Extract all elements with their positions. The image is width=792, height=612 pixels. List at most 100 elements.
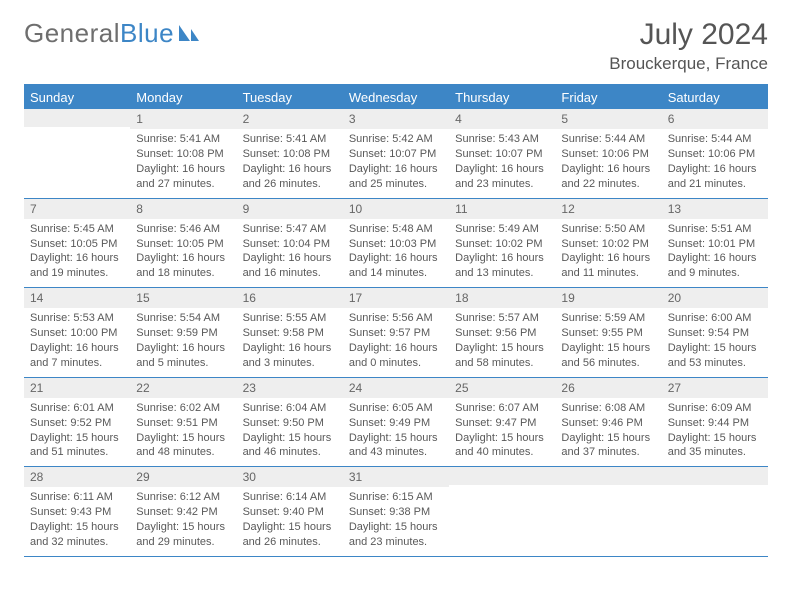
day-number <box>555 467 661 485</box>
day-content: Sunrise: 6:02 AMSunset: 9:51 PMDaylight:… <box>130 398 236 466</box>
week-row: 28Sunrise: 6:11 AMSunset: 9:43 PMDayligh… <box>24 467 768 557</box>
day-number <box>24 109 130 127</box>
daylight-text: and 27 minutes. <box>136 177 230 192</box>
day-content: Sunrise: 5:57 AMSunset: 9:56 PMDaylight:… <box>449 308 555 376</box>
sunset-text: Sunset: 10:07 PM <box>349 147 443 162</box>
day-content: Sunrise: 6:04 AMSunset: 9:50 PMDaylight:… <box>237 398 343 466</box>
sunset-text: Sunset: 9:46 PM <box>561 416 655 431</box>
calendar-cell: 7Sunrise: 5:45 AMSunset: 10:05 PMDayligh… <box>24 199 130 288</box>
sunrise-text: Sunrise: 5:54 AM <box>136 311 230 326</box>
day-content: Sunrise: 5:42 AMSunset: 10:07 PMDaylight… <box>343 129 449 197</box>
daylight-text: Daylight: 16 hours <box>136 251 230 266</box>
sunrise-text: Sunrise: 5:41 AM <box>243 132 337 147</box>
sunset-text: Sunset: 10:02 PM <box>455 237 549 252</box>
sunset-text: Sunset: 9:56 PM <box>455 326 549 341</box>
day-number: 3 <box>343 109 449 129</box>
day-content: Sunrise: 5:45 AMSunset: 10:05 PMDaylight… <box>24 219 130 287</box>
sunrise-text: Sunrise: 6:05 AM <box>349 401 443 416</box>
day-number: 24 <box>343 378 449 398</box>
daylight-text: and 11 minutes. <box>561 266 655 281</box>
sunrise-text: Sunrise: 6:14 AM <box>243 490 337 505</box>
week-row: 21Sunrise: 6:01 AMSunset: 9:52 PMDayligh… <box>24 378 768 468</box>
sunrise-text: Sunrise: 5:44 AM <box>668 132 762 147</box>
calendar-cell: 9Sunrise: 5:47 AMSunset: 10:04 PMDayligh… <box>237 199 343 288</box>
sunset-text: Sunset: 9:42 PM <box>136 505 230 520</box>
sunset-text: Sunset: 10:07 PM <box>455 147 549 162</box>
sunrise-text: Sunrise: 5:48 AM <box>349 222 443 237</box>
day-content: Sunrise: 5:41 AMSunset: 10:08 PMDaylight… <box>237 129 343 197</box>
daylight-text: Daylight: 16 hours <box>455 251 549 266</box>
daylight-text: and 22 minutes. <box>561 177 655 192</box>
sunrise-text: Sunrise: 5:57 AM <box>455 311 549 326</box>
calendar-cell: 23Sunrise: 6:04 AMSunset: 9:50 PMDayligh… <box>237 378 343 467</box>
day-content: Sunrise: 6:11 AMSunset: 9:43 PMDaylight:… <box>24 487 130 555</box>
calendar-cell <box>555 467 661 556</box>
day-number: 11 <box>449 199 555 219</box>
day-number: 21 <box>24 378 130 398</box>
day-header: Monday <box>130 86 236 109</box>
sunrise-text: Sunrise: 6:00 AM <box>668 311 762 326</box>
daylight-text: Daylight: 15 hours <box>349 431 443 446</box>
day-header: Tuesday <box>237 86 343 109</box>
calendar-cell: 18Sunrise: 5:57 AMSunset: 9:56 PMDayligh… <box>449 288 555 377</box>
logo-text-general: General <box>24 18 120 49</box>
calendar-cell: 15Sunrise: 5:54 AMSunset: 9:59 PMDayligh… <box>130 288 236 377</box>
day-number <box>449 467 555 485</box>
sunrise-text: Sunrise: 6:08 AM <box>561 401 655 416</box>
sunrise-text: Sunrise: 5:59 AM <box>561 311 655 326</box>
sunrise-text: Sunrise: 6:11 AM <box>30 490 124 505</box>
day-number: 16 <box>237 288 343 308</box>
calendar-cell <box>662 467 768 556</box>
day-number: 8 <box>130 199 236 219</box>
daylight-text: Daylight: 16 hours <box>243 251 337 266</box>
day-number: 15 <box>130 288 236 308</box>
logo: GeneralBlue <box>24 18 201 49</box>
calendar-cell: 13Sunrise: 5:51 AMSunset: 10:01 PMDaylig… <box>662 199 768 288</box>
sunrise-text: Sunrise: 5:56 AM <box>349 311 443 326</box>
sunrise-text: Sunrise: 6:02 AM <box>136 401 230 416</box>
calendar-cell: 4Sunrise: 5:43 AMSunset: 10:07 PMDayligh… <box>449 109 555 198</box>
daylight-text: Daylight: 15 hours <box>561 341 655 356</box>
daylight-text: and 26 minutes. <box>243 535 337 550</box>
sunset-text: Sunset: 10:02 PM <box>561 237 655 252</box>
sunrise-text: Sunrise: 6:01 AM <box>30 401 124 416</box>
calendar-cell: 28Sunrise: 6:11 AMSunset: 9:43 PMDayligh… <box>24 467 130 556</box>
calendar-cell: 30Sunrise: 6:14 AMSunset: 9:40 PMDayligh… <box>237 467 343 556</box>
calendar-cell: 8Sunrise: 5:46 AMSunset: 10:05 PMDayligh… <box>130 199 236 288</box>
daylight-text: and 46 minutes. <box>243 445 337 460</box>
day-number: 10 <box>343 199 449 219</box>
sunrise-text: Sunrise: 6:12 AM <box>136 490 230 505</box>
daylight-text: and 0 minutes. <box>349 356 443 371</box>
calendar-cell: 5Sunrise: 5:44 AMSunset: 10:06 PMDayligh… <box>555 109 661 198</box>
sunrise-text: Sunrise: 5:47 AM <box>243 222 337 237</box>
daylight-text: Daylight: 16 hours <box>455 162 549 177</box>
daylight-text: and 16 minutes. <box>243 266 337 281</box>
daylight-text: and 58 minutes. <box>455 356 549 371</box>
sunrise-text: Sunrise: 5:50 AM <box>561 222 655 237</box>
sunrise-text: Sunrise: 6:15 AM <box>349 490 443 505</box>
sunset-text: Sunset: 9:44 PM <box>668 416 762 431</box>
day-content: Sunrise: 6:07 AMSunset: 9:47 PMDaylight:… <box>449 398 555 466</box>
day-number: 7 <box>24 199 130 219</box>
sunset-text: Sunset: 10:03 PM <box>349 237 443 252</box>
daylight-text: Daylight: 15 hours <box>349 520 443 535</box>
daylight-text: Daylight: 15 hours <box>243 431 337 446</box>
week-row: 7Sunrise: 5:45 AMSunset: 10:05 PMDayligh… <box>24 199 768 289</box>
day-header: Sunday <box>24 86 130 109</box>
day-content: Sunrise: 5:44 AMSunset: 10:06 PMDaylight… <box>555 129 661 197</box>
daylight-text: and 19 minutes. <box>30 266 124 281</box>
calendar-cell: 31Sunrise: 6:15 AMSunset: 9:38 PMDayligh… <box>343 467 449 556</box>
daylight-text: and 7 minutes. <box>30 356 124 371</box>
sunset-text: Sunset: 9:38 PM <box>349 505 443 520</box>
calendar-cell <box>449 467 555 556</box>
daylight-text: and 21 minutes. <box>668 177 762 192</box>
day-content: Sunrise: 6:14 AMSunset: 9:40 PMDaylight:… <box>237 487 343 555</box>
daylight-text: and 29 minutes. <box>136 535 230 550</box>
daylight-text: and 9 minutes. <box>668 266 762 281</box>
sunrise-text: Sunrise: 5:46 AM <box>136 222 230 237</box>
weeks-container: 1Sunrise: 5:41 AMSunset: 10:08 PMDayligh… <box>24 109 768 557</box>
day-number: 29 <box>130 467 236 487</box>
day-content: Sunrise: 6:09 AMSunset: 9:44 PMDaylight:… <box>662 398 768 466</box>
day-number: 28 <box>24 467 130 487</box>
day-number: 12 <box>555 199 661 219</box>
